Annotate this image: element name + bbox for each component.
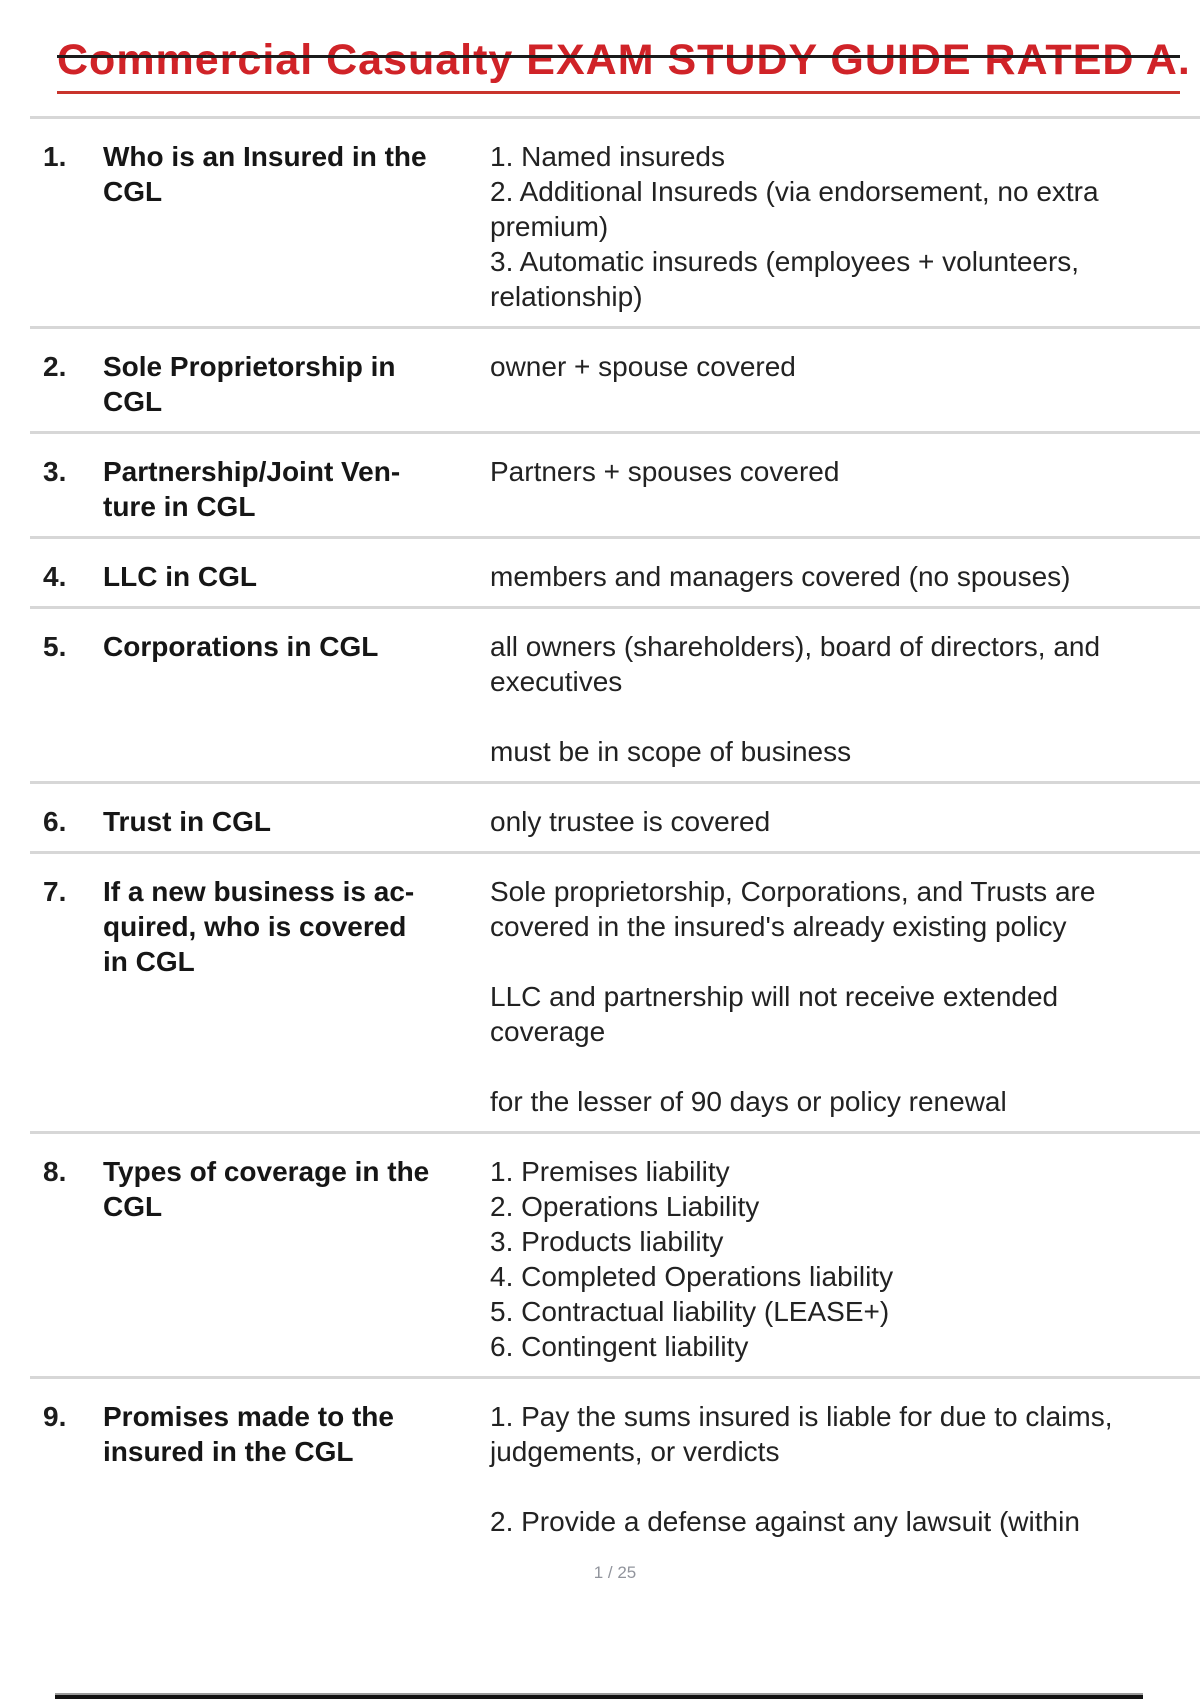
definition-cell: members and managers covered (no spouses… bbox=[490, 561, 1071, 593]
definition-cell: 1. Pay the sums insured is liable for du… bbox=[490, 1401, 1113, 1538]
row-number: 6. bbox=[43, 806, 67, 838]
term-cell: Sole Proprietorship in CGL bbox=[103, 351, 396, 418]
row-number: 8. bbox=[43, 1156, 67, 1188]
page-title-text: Commercial Casualty EXAM STUDY GUIDE RAT… bbox=[57, 36, 1191, 84]
table-row: 8. Types of coverage in the CGL 1. Premi… bbox=[30, 1131, 1200, 1376]
table-row: 7. If a new business is ac- quired, who … bbox=[30, 851, 1200, 1131]
term-cell: Promises made to the insured in the CGL bbox=[103, 1401, 394, 1468]
page-number: 1 / 25 bbox=[593, 1563, 637, 1583]
term-cell: LLC in CGL bbox=[103, 561, 257, 593]
term-cell: Who is an Insured in the CGL bbox=[103, 141, 427, 208]
row-number: 9. bbox=[43, 1401, 67, 1433]
term-cell: If a new business is ac- quired, who is … bbox=[103, 876, 415, 978]
definition-cell: Sole proprietorship, Corporations, and T… bbox=[490, 876, 1096, 1118]
row-number: 5. bbox=[43, 631, 67, 663]
study-guide-table: 1. Who is an Insured in the CGL 1. Named… bbox=[0, 116, 1200, 1551]
definition-cell: Partners + spouses covered bbox=[490, 456, 840, 488]
table-row: 5. Corporations in CGL all owners (share… bbox=[30, 606, 1200, 781]
title-block: Commercial Casualty EXAM STUDY GUIDE RAT… bbox=[57, 36, 1190, 95]
row-number: 7. bbox=[43, 876, 67, 908]
row-number: 4. bbox=[43, 561, 67, 593]
row-number: 3. bbox=[43, 456, 67, 488]
row-number: 2. bbox=[43, 351, 67, 383]
table-row: 1. Who is an Insured in the CGL 1. Named… bbox=[30, 116, 1200, 326]
definition-cell: owner + spouse covered bbox=[490, 351, 796, 383]
term-cell: Partnership/Joint Ven- ture in CGL bbox=[103, 456, 401, 523]
table-row: 2. Sole Proprietorship in CGL owner + sp… bbox=[30, 326, 1200, 431]
row-number: 1. bbox=[43, 141, 67, 173]
term-cell: Trust in CGL bbox=[103, 806, 271, 838]
table-row: 3. Partnership/Joint Ven- ture in CGL Pa… bbox=[30, 431, 1200, 536]
term-cell: Types of coverage in the CGL bbox=[103, 1156, 430, 1223]
definition-cell: 1. Named insureds 2. Additional Insureds… bbox=[490, 141, 1099, 313]
definition-cell: only trustee is covered bbox=[490, 806, 771, 838]
page-title: Commercial Casualty EXAM STUDY GUIDE RAT… bbox=[57, 36, 1190, 95]
term-cell: Corporations in CGL bbox=[103, 631, 379, 663]
table-row: 6. Trust in CGL only trustee is covered bbox=[30, 781, 1200, 851]
table-row: 4. LLC in CGL members and managers cover… bbox=[30, 536, 1200, 606]
table-row: 9. Promises made to the insured in the C… bbox=[30, 1376, 1200, 1551]
bottom-divider-bar bbox=[55, 1693, 1143, 1699]
definition-cell: all owners (shareholders), board of dire… bbox=[490, 631, 1101, 768]
strikethrough-line bbox=[57, 55, 1180, 58]
definition-cell: 1. Premises liability 2. Operations Liab… bbox=[490, 1156, 894, 1363]
